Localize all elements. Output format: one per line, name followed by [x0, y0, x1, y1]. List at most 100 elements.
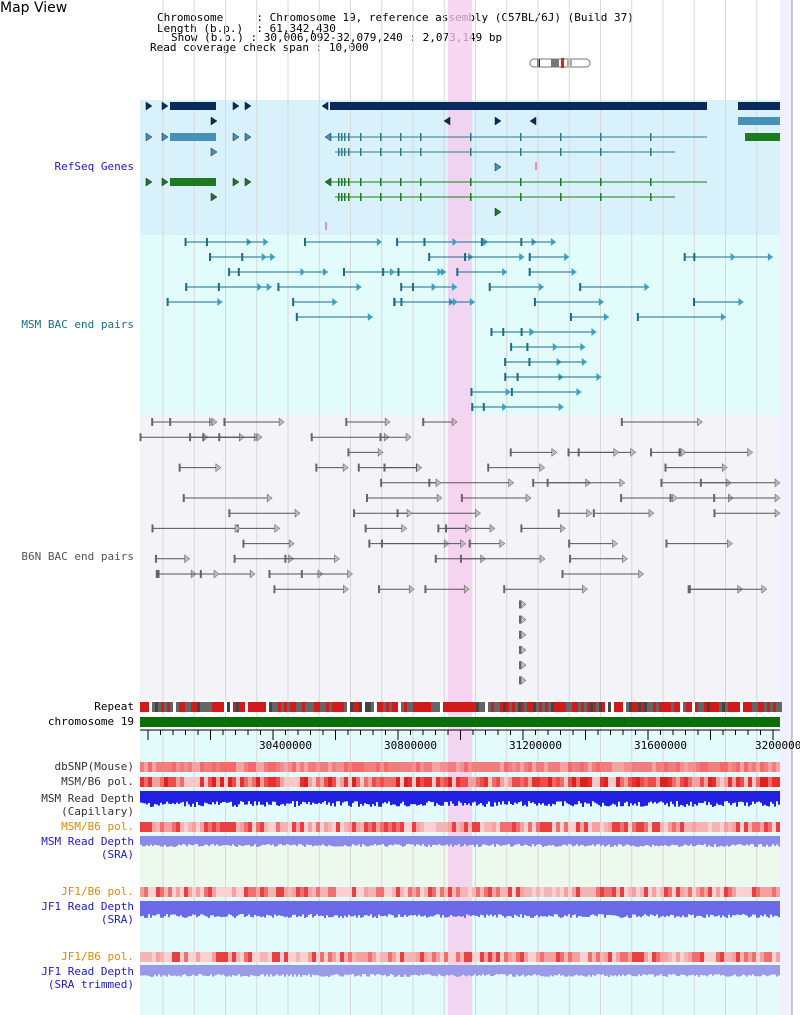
dbsnp-heat [580, 762, 584, 772]
jf1-b6-pol-heat [672, 887, 676, 897]
jf1-read-depth-sra-bar [410, 901, 412, 916]
dbsnp-heat [256, 762, 260, 772]
b6n-bac-end [460, 539, 466, 549]
msm-read-depth-sra-bar [600, 836, 602, 846]
msm-read-depth-cap-bar [412, 791, 414, 805]
msm-read-depth-sra-bar [694, 836, 696, 847]
jf1-read-depth-sra-bar [476, 901, 478, 916]
b6n-bac-end [539, 554, 546, 564]
repeat-mark [569, 702, 572, 712]
jf1-b6-pol-trim-heat [148, 952, 152, 962]
msm-read-depth-sra-bar [478, 836, 480, 847]
exon-tick [560, 133, 562, 141]
msm-read-depth-cap-label-1[interactable]: MSM Read Depth [41, 792, 134, 805]
msm-read-depth-cap-bar [494, 791, 496, 803]
msm-read-depth-sra-bar [448, 836, 450, 847]
msm-read-depth-cap-bar [698, 791, 700, 803]
jf1-read-depth-trim-label-1[interactable]: JF1 Read Depth [41, 965, 134, 978]
msm-bac-track-label[interactable]: MSM BAC end pairs [21, 318, 134, 331]
msm-read-depth-cap-bar [554, 791, 556, 805]
jf1-b6-pol-trim-label[interactable]: JF1/B6 pol. [61, 950, 134, 963]
msm-read-depth-cap-bar [740, 791, 742, 802]
jf1-read-depth-sra-bar [580, 901, 582, 917]
dbsnp-heat [284, 762, 288, 772]
b6n-bac-end [249, 569, 256, 579]
jf1-read-depth-trim-bar [760, 965, 762, 977]
msm-b6-pol-heat [756, 777, 760, 787]
msm-b6-pol-heat [144, 777, 148, 787]
jf1-read-depth-sra-label-1[interactable]: JF1 Read Depth [41, 900, 134, 913]
jf1-read-depth-trim-bar [478, 965, 480, 976]
gene-arrow [494, 116, 502, 126]
msm-read-depth-cap-bar [456, 791, 458, 806]
msm-read-depth-sra-bar [482, 836, 484, 845]
jf1-read-depth-sra-bar [524, 901, 526, 915]
msm-b6-pol-sra-label[interactable]: MSM/B6 pol. [61, 820, 134, 833]
msm-read-depth-sra-bar [750, 836, 752, 845]
refseq-track-label[interactable]: RefSeq Genes [54, 160, 134, 173]
jf1-b6-pol-trim-heat [644, 952, 648, 962]
msm-read-depth-sra-bar [526, 836, 528, 846]
msm-read-depth-sra-bar [326, 836, 328, 847]
dbsnp-label[interactable]: dbSNP(Mouse) [54, 760, 134, 773]
msm-read-depth-cap-bar [198, 791, 200, 806]
msm-read-depth-cap-bar [212, 791, 214, 803]
msm-read-depth-sra-bar [234, 836, 236, 847]
jf1-b6-pol-heat [776, 887, 780, 897]
msm-b6-pol-sra-heat [148, 822, 152, 832]
jf1-read-depth-trim-bar [536, 965, 538, 976]
repeat-mark [245, 702, 248, 712]
b6n-bac-end [347, 569, 353, 579]
repeat-mark [758, 702, 761, 712]
msm-read-depth-sra-bar [630, 836, 632, 847]
jf1-read-depth-sra-bar [666, 901, 668, 916]
b6n-bac-track-label[interactable]: B6N BAC end pairs [21, 550, 134, 563]
msm-b6-pol-label[interactable]: MSM/B6 pol. [61, 775, 134, 788]
msm-b6-pol-sra-heat [708, 822, 712, 832]
jf1-read-depth-trim-bar [710, 965, 712, 975]
repeat-mark [218, 702, 221, 712]
repeat-mark [638, 702, 641, 712]
msm-read-depth-sra-label-1[interactable]: MSM Read Depth [41, 835, 134, 848]
msm-read-depth-cap-bar [634, 791, 636, 804]
jf1-b6-pol-trim-heat [320, 952, 324, 962]
msm-read-depth-sra-bar [398, 836, 400, 845]
repeat-mark [701, 702, 704, 712]
jf1-read-depth-trim-bar [444, 965, 446, 977]
msm-read-depth-cap-bar [526, 791, 528, 807]
msm-read-depth-cap-bar [716, 791, 718, 804]
jf1-read-depth-sra-bar [534, 901, 536, 917]
jf1-read-depth-trim-bar [312, 965, 314, 975]
repeat-mark [152, 702, 155, 712]
msm-read-depth-sra-bar [474, 836, 476, 847]
jf1-read-depth-sra-bar [642, 901, 644, 916]
msm-read-depth-cap-bar [596, 791, 598, 804]
msm-read-depth-cap-bar [416, 791, 418, 806]
jf1-read-depth-sra-bar [702, 901, 704, 918]
msm-read-depth-sra-bar [650, 836, 652, 847]
jf1-b6-pol-trim-heat [576, 952, 580, 962]
dbsnp-heat [744, 762, 748, 772]
jf1-b6-pol-trim-heat [220, 952, 224, 962]
dbsnp-heat [584, 762, 588, 772]
msm-b6-pol-sra-heat [500, 822, 504, 832]
b6n-bac-end [687, 585, 690, 594]
jf1-read-depth-sra-bar [190, 901, 192, 917]
msm-read-depth-sra-bar [380, 836, 382, 845]
b6n-bac-end [520, 615, 527, 625]
dbsnp-heat [172, 762, 176, 772]
msm-read-depth-sra-bar [216, 836, 218, 845]
repeat-mark [263, 702, 266, 712]
b6n-bac-end [638, 569, 644, 579]
msm-read-depth-cap-bar [636, 791, 638, 806]
jf1-read-depth-trim-bar [644, 965, 646, 975]
msm-bac-end [569, 313, 572, 321]
repeat-mark [731, 702, 734, 712]
msm-read-depth-sra-bar [328, 836, 330, 846]
jf1-b6-pol-heat [708, 887, 712, 897]
jf1-b6-pol-label[interactable]: JF1/B6 pol. [61, 885, 134, 898]
jf1-read-depth-sra-bar [632, 901, 634, 915]
msm-b6-pol-sra-heat [688, 822, 692, 832]
jf1-b6-pol-trim-heat [772, 952, 776, 962]
